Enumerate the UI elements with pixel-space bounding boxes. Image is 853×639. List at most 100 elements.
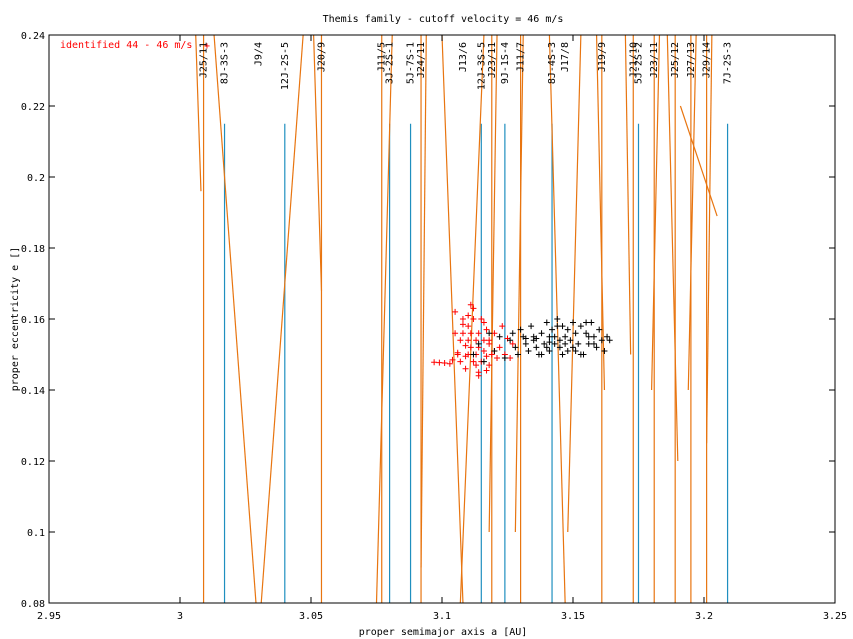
data-point [483,353,490,360]
resonance-label: J21/10 [628,42,639,78]
resonance-label: J24/11 [416,42,427,78]
resonance-labels-layer: J25/11 J9/4 J20/9 J11/5 J24/11 J13/6 J23/11 J11… [199,42,734,90]
data-point [593,344,600,351]
data-point [454,349,461,356]
two-body-resonance-line [595,35,606,391]
data-point [496,333,503,340]
data-point [480,358,487,365]
data-point [590,333,597,340]
data-point [606,337,613,344]
data-point [486,337,493,344]
data-point [459,330,466,337]
x-tick-label: 3.05 [299,611,323,622]
data-point [491,347,498,354]
data-point [470,305,477,312]
data-point [604,333,611,340]
x-tick-label: 3 [177,611,183,622]
resonance-label: J20/9 [316,42,327,72]
data-point [462,342,469,349]
y-axis-label: proper eccentricity e [] [10,247,21,392]
data-point [598,337,605,344]
two-body-resonance-line [441,35,464,603]
data-point [562,340,569,347]
data-point [522,335,529,342]
chart-title: Themis family - cutoff velocity = 46 m/s [323,14,564,25]
data-point [546,347,553,354]
data-point [543,319,550,326]
two-body-resonance-line [260,35,304,603]
resonance-label: J29/14 [702,42,713,78]
data-point [559,323,566,330]
data-point [601,347,608,354]
data-point [538,351,545,358]
resonance-label: 8J-4S-3 [547,42,558,84]
data-point [459,316,466,322]
y-tick-label: 0.16 [21,315,45,326]
data-point [509,330,516,337]
two-body-resonance-line [706,35,713,444]
data-point [585,333,592,340]
data-point [496,344,503,351]
y-tick-label: 0.08 [21,599,45,610]
data-point [457,358,464,365]
data-point [533,335,540,342]
data-point [483,326,490,333]
two-body-resonance-line [213,35,257,603]
two-body-resonance-line [567,35,582,533]
two-body-resonance-line [679,105,718,217]
resonance-label: J13/6 [458,42,469,72]
data-point [564,326,571,333]
legend-label: identified 44 - 46 m/s [60,40,192,51]
y-tick-label: 0.12 [21,457,45,468]
two-body-resonance-line [624,35,632,355]
data-point [570,344,576,351]
two-body-resonance-line [666,35,679,462]
data-point [583,330,590,337]
data-point [491,330,498,337]
data-point [494,355,501,362]
data-point [538,330,545,337]
data-point [549,326,556,333]
data-point [577,351,584,358]
x-tick-label: 3.2 [695,611,713,622]
series-family [470,316,613,365]
resonance-label: 5J-7S-1 [406,42,417,84]
data-point [514,351,521,358]
resonance-label: 3J-2S-1 [385,42,396,84]
data-point [551,340,558,347]
y-tick-label: 0.22 [21,102,45,113]
resonance-label: 7J-2S-3 [723,42,734,84]
resonance-label: J23/11 [487,42,498,78]
resonance-label: J27/13 [686,42,697,78]
plot-frame [48,34,836,604]
legend: identified 44 - 46 m/s + [60,40,210,52]
data-point [480,337,487,344]
data-point [499,323,506,330]
resonance-label: J23/11 [649,42,660,78]
data-point [436,359,443,366]
data-point [585,340,592,347]
resonance-label: 12J-3S-5 [476,42,487,90]
data-point [554,323,561,330]
data-point [470,316,477,322]
data-point [588,319,595,326]
x-tick-label: 3.25 [823,611,847,622]
data-point [473,337,480,344]
resonance-label: J25/11 [199,42,210,78]
data-point [551,333,558,340]
data-point [554,316,561,322]
data-point [483,367,490,374]
data-point [441,360,448,367]
data-point [572,330,579,337]
two-body-resonance-line [420,35,427,568]
data-point [517,326,524,333]
data-point [543,344,550,351]
data-point [475,330,482,337]
data-point [486,362,493,369]
two-body-resonance-line [651,35,661,391]
data-point [559,351,566,358]
data-point [509,340,516,347]
two-body-resonance-line [313,35,323,291]
x-tick-label: 3.15 [561,611,585,622]
two-body-resonance-line [195,35,202,192]
